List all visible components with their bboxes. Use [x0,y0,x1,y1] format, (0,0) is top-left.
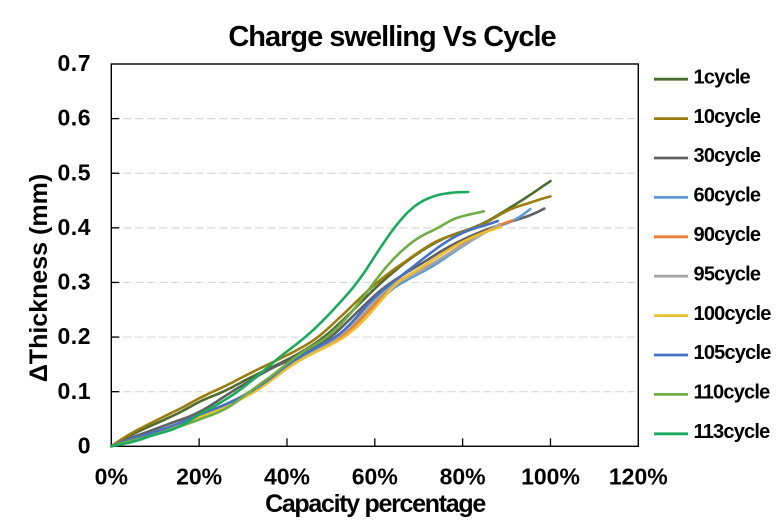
svg-text:10cycle: 10cycle [694,106,761,128]
svg-text:0%: 0% [95,464,128,490]
svg-text:60cycle: 60cycle [694,185,761,207]
svg-text:110cycle: 110cycle [694,382,771,404]
svg-text:100cycle: 100cycle [694,303,772,325]
svg-text:0.1: 0.1 [58,378,91,404]
svg-text:Capacity percentage: Capacity percentage [265,490,486,518]
svg-text:0.4: 0.4 [58,214,91,240]
svg-text:100%: 100% [521,464,580,490]
svg-text:0.3: 0.3 [58,269,91,295]
svg-text:0: 0 [78,432,91,458]
svg-text:30cycle: 30cycle [694,145,761,167]
svg-text:60%: 60% [352,464,398,490]
svg-text:105cycle: 105cycle [694,342,772,364]
svg-text:20%: 20% [176,464,222,490]
svg-text:1cycle: 1cycle [694,66,751,88]
svg-text:0.5: 0.5 [58,159,91,185]
svg-text:80%: 80% [440,464,486,490]
svg-text:0.6: 0.6 [58,105,91,131]
svg-text:120%: 120% [609,464,668,490]
svg-text:0.7: 0.7 [58,50,91,76]
svg-text:ΔThickness (mm): ΔThickness (mm) [25,174,53,382]
svg-text:95cycle: 95cycle [694,263,761,285]
svg-text:Charge swelling Vs Cycle: Charge swelling Vs Cycle [228,21,556,53]
svg-text:0.2: 0.2 [58,323,91,349]
svg-text:40%: 40% [264,464,310,490]
svg-text:113cycle: 113cycle [694,421,771,443]
svg-text:90cycle: 90cycle [694,224,761,246]
